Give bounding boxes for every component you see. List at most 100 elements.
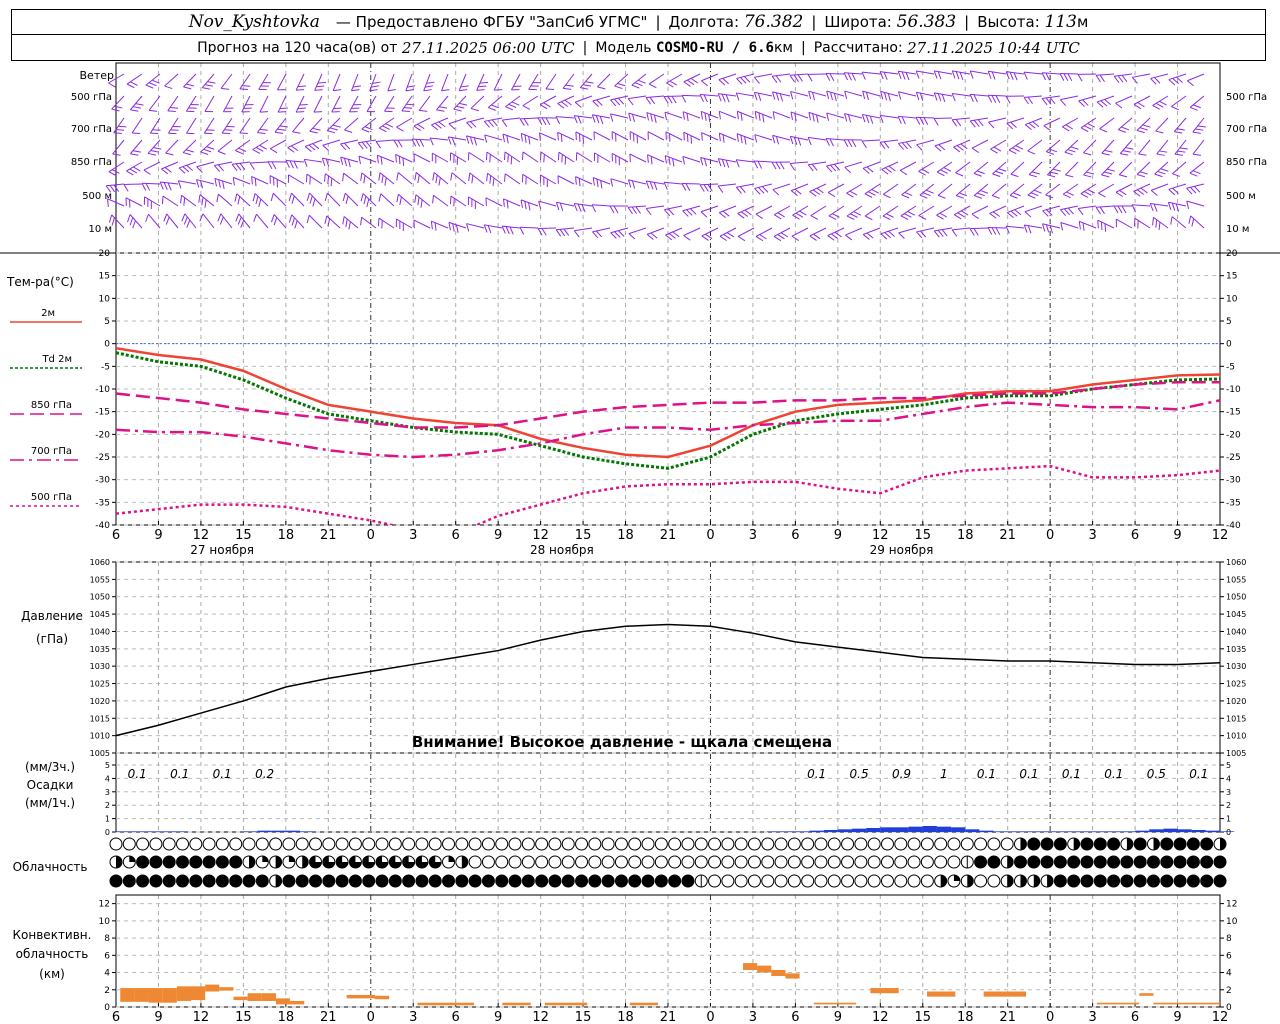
wind-barb xyxy=(555,227,575,237)
wind-barb xyxy=(1189,95,1205,111)
cloud-cover-icon xyxy=(495,855,509,869)
wind-barb xyxy=(916,139,935,151)
wind-barb xyxy=(861,139,881,148)
barb-staff xyxy=(1117,117,1133,131)
wind-barb xyxy=(1152,216,1169,231)
temp-tick-label: -10 xyxy=(95,385,110,395)
barb-feather xyxy=(637,79,646,84)
barb-feather xyxy=(367,111,376,113)
barb-staff xyxy=(222,95,233,113)
barb-feather xyxy=(239,88,249,91)
barb-feather xyxy=(669,133,671,142)
barb-feather xyxy=(327,175,330,185)
barb-feather xyxy=(538,200,542,210)
barb-feather xyxy=(686,133,689,142)
barb-staff xyxy=(1192,139,1205,155)
wind-barb xyxy=(771,73,791,83)
barb-feather xyxy=(879,115,884,124)
wind-barb xyxy=(1077,73,1097,82)
cloud-circle xyxy=(348,874,362,888)
barb-feather xyxy=(1172,187,1179,195)
barb-feather xyxy=(543,176,545,186)
barb-feather xyxy=(882,215,891,221)
temp-tick-label: 0 xyxy=(104,340,110,350)
barb-feather xyxy=(1133,190,1141,197)
wind-barb xyxy=(271,214,287,229)
barb-staff xyxy=(405,73,413,92)
barb-feather xyxy=(755,213,763,219)
wind-barb xyxy=(955,161,971,177)
cloud-cover-icon xyxy=(1186,837,1200,851)
barb-feather xyxy=(591,204,597,213)
barb-feather xyxy=(864,193,873,198)
barb-feather xyxy=(1031,171,1040,175)
barb-feather xyxy=(560,134,563,143)
barb-feather xyxy=(989,212,997,219)
wind-barb xyxy=(1173,117,1187,134)
barb-staff xyxy=(880,139,899,143)
wind-barb xyxy=(663,181,683,190)
barb-staff xyxy=(306,173,323,185)
barb-feather xyxy=(650,156,653,165)
barb-feather xyxy=(933,230,940,238)
barb-staff xyxy=(344,117,359,131)
barb-feather xyxy=(277,89,286,91)
barb-feather xyxy=(1005,96,1011,104)
precip-bar xyxy=(993,831,1008,832)
barb-feather xyxy=(279,125,288,128)
barb-feather xyxy=(243,107,252,109)
barb-feather xyxy=(240,220,245,228)
wind-barb xyxy=(683,131,701,144)
precip-amount-label: 1 xyxy=(940,767,948,781)
barb-feather xyxy=(452,223,455,232)
barb-staff xyxy=(808,161,827,166)
cloud-cover-icon xyxy=(402,837,416,851)
temp-tick-label: 15 xyxy=(1226,272,1237,282)
wind-barb xyxy=(431,152,449,164)
barb-staff xyxy=(882,183,899,195)
cloud-cover-icon xyxy=(575,874,589,888)
barb-feather xyxy=(725,94,730,103)
barb-feather xyxy=(386,107,395,109)
barb-staff xyxy=(398,193,413,207)
cloud-cover-icon xyxy=(1000,874,1014,888)
barb-staff xyxy=(955,183,971,196)
barb-feather xyxy=(925,189,934,194)
temp-tick-label: 15 xyxy=(99,272,110,282)
barb-feather xyxy=(385,123,394,128)
barb-feather xyxy=(434,123,442,129)
cloud-circle xyxy=(774,855,788,869)
wind-barb xyxy=(1006,117,1025,130)
cloud-cover-icon xyxy=(880,874,894,888)
barb-staff xyxy=(185,95,197,112)
conv-cloud-bar xyxy=(870,988,885,994)
barb-feather xyxy=(204,132,213,135)
barb-staff xyxy=(952,93,971,97)
barb-staff xyxy=(1083,139,1097,154)
barb-feather xyxy=(456,156,458,165)
wind-barb xyxy=(111,95,125,112)
barb-feather xyxy=(990,148,998,154)
barb-staff xyxy=(864,183,881,195)
barb-feather xyxy=(988,121,995,129)
wind-barb xyxy=(647,154,665,165)
barb-staff xyxy=(646,112,665,119)
wind-level-label: 850 гПа xyxy=(71,157,112,168)
wind-barb xyxy=(340,156,359,168)
cloud-circle xyxy=(801,874,815,888)
cloud-cover-icon xyxy=(508,855,522,869)
barb-feather xyxy=(1142,124,1151,128)
barb-staff xyxy=(448,221,467,229)
precip-amount-label: 0.1 xyxy=(1189,767,1208,781)
barb-feather xyxy=(726,232,735,238)
conv-tick-label: 0 xyxy=(1226,1003,1232,1013)
wind-barb xyxy=(161,161,179,175)
temp-tick-label: -5 xyxy=(101,362,110,372)
barb-staff xyxy=(592,227,611,233)
cloud-circle xyxy=(920,837,934,851)
barb-feather xyxy=(1028,122,1036,129)
barb-feather xyxy=(471,175,474,184)
barb-staff xyxy=(214,161,233,167)
barb-feather xyxy=(479,81,488,84)
barb-feather xyxy=(595,115,600,124)
